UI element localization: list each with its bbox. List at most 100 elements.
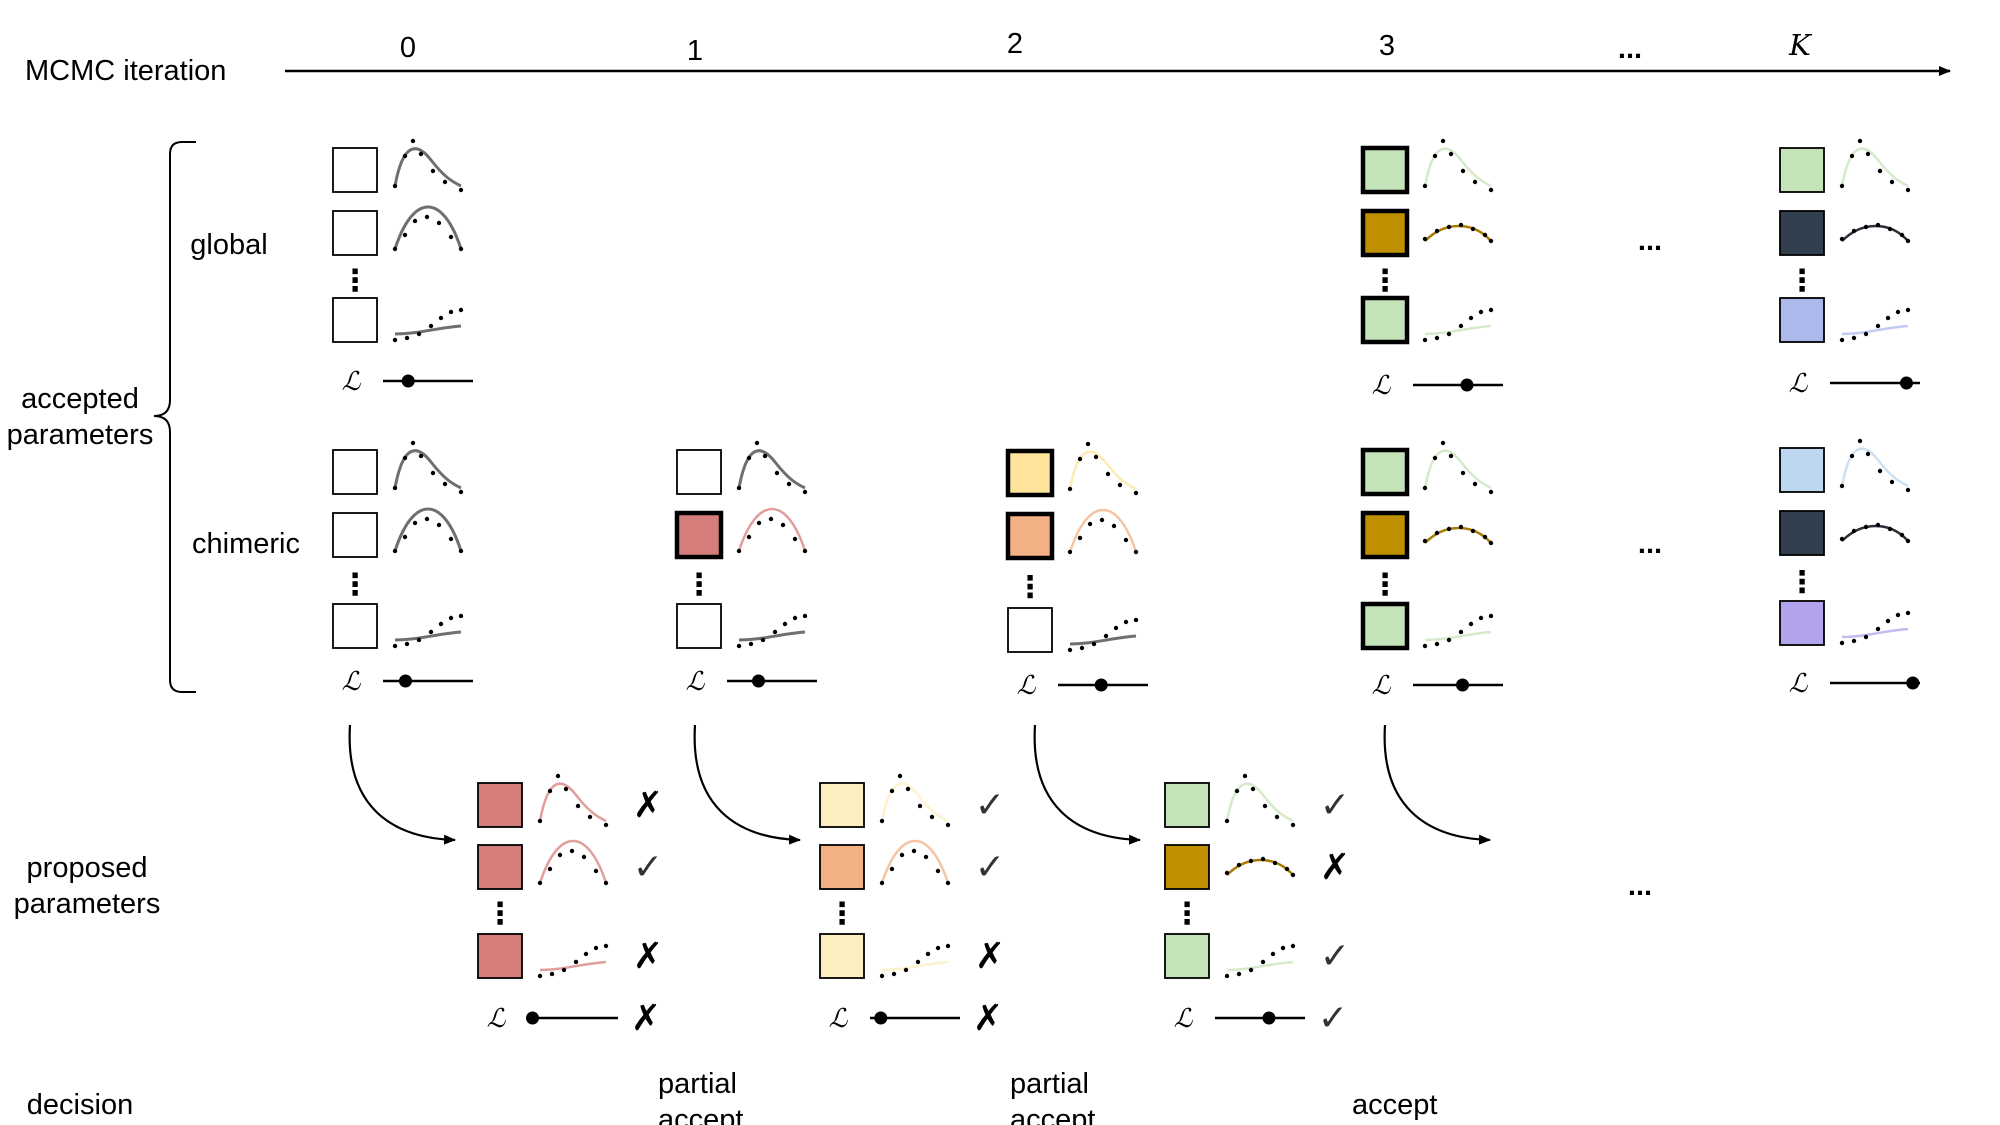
- data-point: [1885, 618, 1891, 624]
- data-point: [581, 854, 587, 860]
- data-point: [1458, 629, 1464, 635]
- data-point: [1905, 538, 1911, 544]
- data-point: [1448, 151, 1454, 157]
- fit-curve: [1841, 224, 1909, 242]
- data-point: [1905, 610, 1911, 616]
- global-parameter-set: ⋮ℒ: [1360, 138, 1503, 401]
- decision-label: decision: [27, 1089, 133, 1121]
- data-point: [1284, 866, 1290, 872]
- data-point: [428, 629, 434, 635]
- accepted-label-line2: parameters: [7, 419, 154, 451]
- vertical-ellipsis: ⋮: [1787, 264, 1817, 299]
- data-point: [917, 803, 923, 809]
- likelihood-indicator: ℒ: [1789, 369, 1920, 399]
- data-point: [903, 967, 909, 973]
- data-point: [1077, 535, 1083, 541]
- data-point: [458, 489, 464, 495]
- fit-curve: [1841, 627, 1909, 639]
- likelihood-indicator: ℒ: [1372, 671, 1503, 701]
- param-3: [1007, 607, 1139, 653]
- data-point: [392, 246, 398, 252]
- data-point: [1905, 307, 1911, 313]
- vertical-ellipsis: ⋮: [1015, 570, 1045, 605]
- param-square: [1779, 510, 1825, 556]
- data-point: [424, 516, 430, 522]
- data-point: [1248, 858, 1254, 864]
- data-point: [1899, 532, 1905, 538]
- data-point: [547, 866, 553, 872]
- data-point: [935, 868, 941, 874]
- data-point: [1460, 470, 1466, 476]
- proposed-param-2: ✓: [477, 839, 663, 890]
- likelihood-marker: [401, 374, 415, 388]
- data-point: [1851, 228, 1857, 234]
- data-point: [442, 179, 448, 185]
- data-point: [925, 951, 931, 957]
- data-point: [802, 613, 808, 619]
- decision-text-line: accept: [1352, 1089, 1437, 1121]
- data-point: [593, 868, 599, 874]
- data-point: [436, 522, 442, 528]
- param-2: [1360, 208, 1494, 258]
- data-point: [1077, 456, 1083, 462]
- iteration-tick-2: 2: [1007, 28, 1023, 60]
- data-point: [1875, 522, 1881, 528]
- iteration-tick-0: 0: [400, 32, 416, 64]
- param-2: [674, 507, 808, 560]
- param-square: [1005, 511, 1055, 561]
- param-square: [1779, 600, 1825, 646]
- accept-check-icon: ✓: [975, 785, 1005, 826]
- param-square: [674, 510, 724, 560]
- data-point: [1422, 643, 1428, 649]
- data-point: [1446, 224, 1452, 230]
- data-point: [1905, 187, 1911, 193]
- param-3: [1779, 297, 1911, 343]
- data-point: [1849, 453, 1855, 459]
- data-point: [402, 153, 408, 159]
- data-point: [1877, 168, 1883, 174]
- param-2: [332, 205, 464, 256]
- iteration-axis-label: MCMC iteration: [25, 55, 226, 87]
- data-point: [1472, 179, 1478, 185]
- fit-curve: [393, 147, 462, 188]
- data-point: [587, 814, 593, 820]
- param-square: [332, 210, 378, 256]
- data-point: [436, 220, 442, 226]
- data-point: [899, 852, 905, 858]
- fit-curve: [1225, 782, 1294, 823]
- data-point: [1863, 524, 1869, 530]
- data-point: [1422, 236, 1428, 242]
- data-point: [748, 641, 754, 647]
- iteration-tick-3: 3: [1379, 30, 1395, 62]
- accepted-iteration-2: ⋮ℒ: [1005, 441, 1148, 701]
- fit-curve: [539, 960, 607, 972]
- likelihood-indicator: ℒ: [342, 667, 473, 697]
- param-square: [1164, 782, 1210, 828]
- data-point: [1905, 487, 1911, 493]
- data-point: [1887, 226, 1893, 232]
- data-point: [555, 773, 561, 779]
- chimeric-parameter-set: ⋮ℒ: [1779, 438, 1920, 699]
- param-3: [1360, 601, 1494, 651]
- data-point: [1440, 440, 1446, 446]
- likelihood-indicator: ℒ: [1372, 371, 1503, 401]
- data-point: [402, 534, 408, 540]
- data-point: [583, 951, 589, 957]
- data-point: [1446, 526, 1452, 532]
- data-point: [1863, 331, 1869, 337]
- accepted-label-line1: accepted: [21, 383, 139, 415]
- decision-iteration-2: partial accept: [1010, 1068, 1095, 1125]
- data-point: [448, 309, 454, 315]
- data-point: [404, 335, 410, 341]
- param-1: [1005, 441, 1139, 498]
- fit-curve: [1424, 324, 1492, 336]
- fit-curve: [538, 839, 608, 884]
- data-point: [1460, 168, 1466, 174]
- data-point: [1488, 540, 1494, 546]
- chimeric-row-ellipsis: ...: [1638, 528, 1662, 560]
- param-square: [1360, 601, 1410, 651]
- param-1: [332, 138, 464, 193]
- data-point: [891, 971, 897, 977]
- param-1: [1779, 438, 1911, 493]
